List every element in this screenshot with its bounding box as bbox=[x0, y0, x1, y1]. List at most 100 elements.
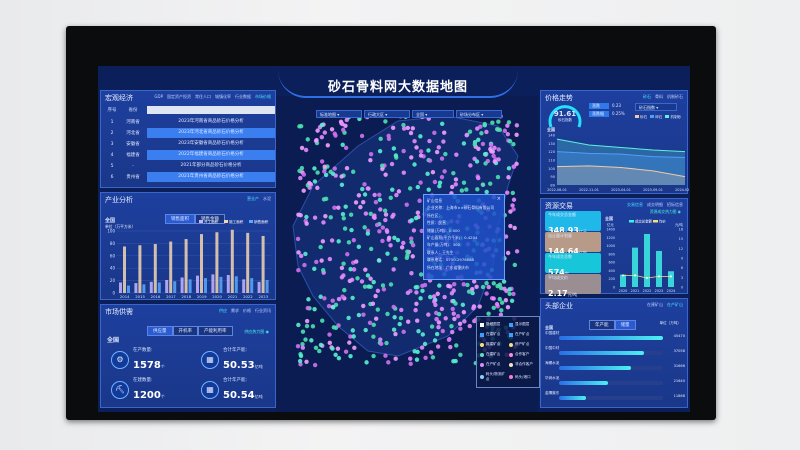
mine-marker[interactable] bbox=[312, 166, 317, 171]
map-filter-scope[interactable]: 全国 ▾ bbox=[412, 110, 454, 118]
mine-marker[interactable] bbox=[413, 285, 418, 290]
mine-marker[interactable] bbox=[415, 184, 421, 190]
mine-marker[interactable] bbox=[505, 190, 510, 195]
mine-marker[interactable] bbox=[395, 237, 401, 243]
mine-marker[interactable] bbox=[295, 343, 301, 349]
mine-marker[interactable] bbox=[356, 312, 362, 318]
mine-marker[interactable] bbox=[486, 284, 491, 290]
mine-marker[interactable] bbox=[508, 209, 513, 214]
mine-marker[interactable] bbox=[482, 121, 487, 127]
mine-marker[interactable] bbox=[341, 216, 346, 221]
mine-marker[interactable] bbox=[449, 291, 455, 296]
mine-marker[interactable] bbox=[378, 337, 383, 342]
mine-marker[interactable] bbox=[305, 137, 310, 142]
mine-marker[interactable] bbox=[435, 291, 440, 297]
row-report-link[interactable]: 2023年安徽省商品砂石价格分析 bbox=[178, 141, 244, 146]
mine-marker[interactable] bbox=[332, 166, 337, 171]
mine-marker[interactable] bbox=[454, 343, 459, 348]
mine-marker[interactable] bbox=[310, 324, 316, 329]
mine-marker[interactable] bbox=[396, 189, 402, 194]
mine-marker[interactable] bbox=[450, 306, 455, 312]
mine-marker[interactable] bbox=[359, 133, 365, 139]
mine-marker[interactable] bbox=[511, 207, 516, 212]
mine-marker[interactable] bbox=[318, 244, 323, 250]
tab-item[interactable]: 供应 bbox=[219, 308, 227, 313]
mine-marker[interactable] bbox=[322, 169, 327, 174]
tab-industry[interactable]: 营业产 bbox=[247, 196, 259, 201]
table-row[interactable]: 5 - 2021年部分商品砂石价格分析 bbox=[105, 161, 275, 171]
mine-marker[interactable] bbox=[302, 262, 307, 268]
mine-marker[interactable] bbox=[450, 329, 455, 335]
mine-marker[interactable] bbox=[362, 225, 367, 230]
mine-marker[interactable] bbox=[414, 301, 419, 306]
mine-marker[interactable] bbox=[304, 221, 309, 226]
mine-marker[interactable] bbox=[344, 117, 349, 123]
legend-item[interactable]: 合作客户 bbox=[509, 350, 536, 359]
mine-marker[interactable] bbox=[380, 225, 386, 230]
mine-marker[interactable] bbox=[434, 149, 440, 155]
mine-marker[interactable] bbox=[480, 182, 486, 187]
mine-marker[interactable] bbox=[368, 158, 373, 163]
mine-marker[interactable] bbox=[340, 294, 345, 299]
mine-marker[interactable] bbox=[468, 163, 473, 168]
mine-marker[interactable] bbox=[410, 254, 415, 259]
mine-marker[interactable] bbox=[304, 318, 310, 324]
mine-marker[interactable] bbox=[343, 145, 349, 151]
mine-marker[interactable] bbox=[412, 162, 417, 167]
mine-marker[interactable] bbox=[391, 267, 396, 272]
tab-item[interactable]: 在产矿山 bbox=[667, 302, 683, 307]
mine-marker[interactable] bbox=[377, 148, 383, 154]
tab-item[interactable]: 砂石 bbox=[643, 94, 651, 99]
mine-marker[interactable] bbox=[422, 341, 428, 347]
mine-marker[interactable] bbox=[453, 182, 459, 187]
mine-marker[interactable] bbox=[451, 311, 456, 316]
mine-marker[interactable] bbox=[319, 122, 325, 128]
mine-marker[interactable] bbox=[411, 228, 417, 233]
mine-marker[interactable] bbox=[296, 212, 301, 217]
mine-marker[interactable] bbox=[319, 135, 325, 140]
row-report-link[interactable]: 2021年部分商品砂石价格分析 bbox=[180, 163, 242, 168]
mine-marker[interactable] bbox=[298, 175, 303, 181]
mine-marker[interactable] bbox=[476, 137, 481, 142]
mine-marker[interactable] bbox=[497, 296, 502, 302]
mine-marker[interactable] bbox=[312, 215, 318, 220]
mine-marker[interactable] bbox=[383, 172, 388, 177]
mine-marker[interactable] bbox=[491, 296, 496, 301]
mine-marker[interactable] bbox=[299, 145, 305, 151]
mine-marker[interactable] bbox=[490, 120, 495, 125]
mine-marker[interactable] bbox=[502, 286, 507, 292]
supply-button[interactable]: 供应量 bbox=[147, 326, 173, 336]
heatmap-toggle[interactable]: 供应热力图 ◉ bbox=[244, 329, 269, 334]
mine-marker[interactable] bbox=[296, 250, 301, 255]
mine-marker[interactable] bbox=[512, 262, 518, 268]
mine-marker[interactable] bbox=[383, 119, 388, 124]
mine-marker[interactable] bbox=[342, 287, 347, 293]
mine-marker[interactable] bbox=[409, 218, 414, 223]
tab-item[interactable]: 在建矿山 bbox=[647, 302, 663, 307]
mine-marker[interactable] bbox=[439, 174, 445, 180]
mine-marker[interactable] bbox=[408, 356, 413, 361]
legend-item[interactable]: 机制砂 bbox=[665, 115, 681, 120]
mine-marker[interactable] bbox=[483, 161, 488, 166]
mine-marker[interactable] bbox=[414, 318, 420, 323]
mine-marker[interactable] bbox=[296, 322, 301, 328]
mine-marker[interactable] bbox=[418, 149, 424, 154]
mine-marker[interactable] bbox=[491, 153, 496, 159]
mine-marker[interactable] bbox=[398, 315, 404, 321]
mine-marker[interactable] bbox=[497, 127, 503, 133]
mine-marker[interactable] bbox=[498, 285, 504, 291]
mine-marker[interactable] bbox=[372, 192, 377, 198]
mine-marker[interactable] bbox=[348, 334, 353, 339]
mine-marker[interactable] bbox=[347, 340, 352, 345]
mine-marker[interactable] bbox=[449, 323, 454, 329]
mine-marker[interactable] bbox=[314, 259, 319, 265]
mine-marker[interactable] bbox=[474, 284, 479, 289]
mine-marker[interactable] bbox=[440, 121, 445, 127]
mine-marker[interactable] bbox=[511, 141, 516, 147]
mine-marker[interactable] bbox=[362, 182, 367, 187]
mine-marker[interactable] bbox=[353, 200, 359, 205]
reserves-button[interactable]: 储量 bbox=[614, 320, 636, 330]
mine-marker[interactable] bbox=[329, 127, 335, 132]
mine-marker[interactable] bbox=[368, 151, 374, 157]
mine-marker[interactable] bbox=[505, 250, 511, 256]
